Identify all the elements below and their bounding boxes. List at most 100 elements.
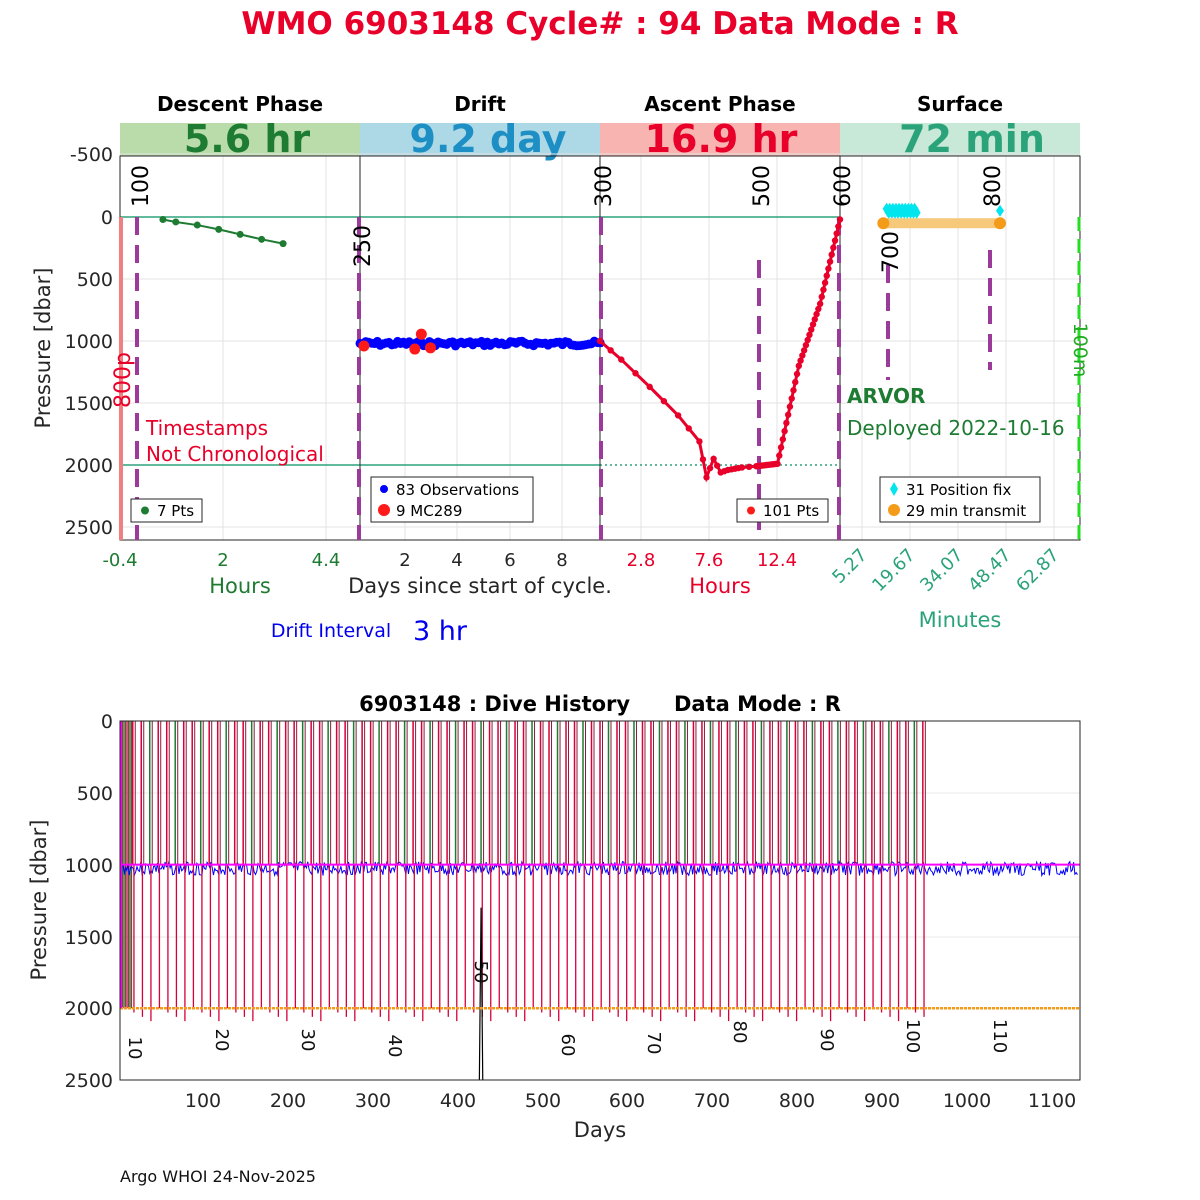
bottom-xtick: 400 xyxy=(440,1090,476,1112)
bottom-ytick: 2500 xyxy=(65,1070,113,1092)
bottom-xtick: 1000 xyxy=(943,1090,991,1112)
drift-interval-label: Drift Interval xyxy=(271,620,391,642)
marker-label-100: 100 xyxy=(129,165,154,207)
marker-label-600: 600 xyxy=(831,165,856,207)
bottom-panel: 6903148 : Dive History Data Mode : R 0 5… xyxy=(27,692,1081,1142)
descent-xtick: 4.4 xyxy=(312,550,341,571)
ascent-legend-marker xyxy=(747,506,755,515)
history-data-series xyxy=(120,721,1080,1081)
bottom-axes-frame xyxy=(119,720,1081,1081)
ascent-point xyxy=(699,456,707,463)
ascent-point xyxy=(792,378,799,386)
surface-legend-tx-text: 29 min transmit xyxy=(906,502,1026,520)
surface-fix-marker xyxy=(912,206,921,219)
ascent-xtick: 2.8 xyxy=(627,550,656,571)
ascent-point xyxy=(706,464,714,472)
top-panel: Descent Phase Drift Ascent Phase Surface… xyxy=(31,92,1091,647)
descent-point xyxy=(215,225,223,233)
surface-x-ticks: 5.27 19.67 34.07 48.47 62.87 xyxy=(828,545,1063,596)
top-ytick: 1500 xyxy=(65,393,113,415)
ascent-point xyxy=(793,370,801,378)
history-title: 6903148 : Dive History Data Mode : R xyxy=(359,692,841,716)
descent-point xyxy=(258,235,266,243)
cycle-label: 60 xyxy=(557,1034,578,1057)
bottom-xtick: 300 xyxy=(355,1090,391,1112)
warning-line-2: Not Chronological xyxy=(146,442,324,466)
cycle-label: 80 xyxy=(729,1021,750,1044)
ascent-point xyxy=(784,411,792,418)
descent-x-ticks: -0.4 2 4.4 xyxy=(102,550,340,571)
descent-point xyxy=(172,218,180,226)
bottom-xtick: 800 xyxy=(779,1090,815,1112)
top-y-label: Pressure [dbar] xyxy=(31,268,55,429)
surface-fix-marker xyxy=(996,204,1004,217)
drift-xtick: 2 xyxy=(399,550,410,571)
surface-duration-band xyxy=(840,123,1080,156)
ascent-point xyxy=(825,265,832,272)
ascent-point xyxy=(835,223,842,230)
phase-name-descent: Descent Phase xyxy=(157,92,323,116)
footer-credit: Argo WHOI 24-Nov-2025 xyxy=(120,1167,316,1186)
ascent-point xyxy=(790,387,797,394)
ascent-point xyxy=(685,425,692,432)
ascent-point xyxy=(674,412,682,419)
ascent-point xyxy=(797,357,804,364)
descent-xtick: -0.4 xyxy=(102,550,137,571)
ascent-point xyxy=(713,462,721,469)
ascent-point xyxy=(809,321,817,328)
ascent-point xyxy=(808,326,815,333)
cycle-label: 10 xyxy=(124,1037,145,1060)
cycle-label: 70 xyxy=(643,1032,664,1055)
phase-name-drift: Drift xyxy=(454,92,506,116)
warning-line-1: Timestamps xyxy=(145,416,268,440)
ascent-point xyxy=(777,444,785,451)
bottom-x-ticks: 100 200 300 400 500 600 700 800 900 1000… xyxy=(185,1090,1076,1112)
descent-point xyxy=(193,221,201,229)
bottom-ytick: 1000 xyxy=(65,855,113,877)
ascent-point xyxy=(786,403,794,410)
ascent-xtick: 12.4 xyxy=(757,550,797,571)
ascent-point xyxy=(788,395,795,402)
bottom-xtick: 200 xyxy=(270,1090,306,1112)
cycle-labels: 10 20 30 40 50 60 70 80 90 100 110 xyxy=(124,961,1010,1060)
ascent-point xyxy=(607,347,614,354)
ascent-point xyxy=(783,419,790,427)
bottom-x-label: Days xyxy=(574,1118,626,1142)
ascent-x-label: Hours xyxy=(689,574,751,598)
ascent-x-ticks: 2.8 7.6 12.4 xyxy=(627,550,797,571)
marker-label-800: 800 xyxy=(981,165,1006,207)
surface-legend-fix-marker xyxy=(890,482,898,496)
ascent-point xyxy=(813,310,820,318)
descent-point xyxy=(279,240,287,248)
cycle-label: 50 xyxy=(470,961,491,984)
surface-xtick: 62.87 xyxy=(1012,545,1063,596)
ascent-point xyxy=(806,331,813,338)
float-type: ARVOR xyxy=(847,384,925,408)
bottom-xtick: 1100 xyxy=(1028,1090,1076,1112)
phase-markers xyxy=(135,217,992,540)
ascent-point xyxy=(710,455,717,462)
marker-label-500: 500 xyxy=(750,165,775,207)
surface-xtick: 34.07 xyxy=(916,545,967,596)
drift-legend-obs-text: 83 Observations xyxy=(396,481,519,499)
ascent-point xyxy=(804,336,811,344)
surface-transmit-end xyxy=(994,217,1006,230)
ascent-point xyxy=(816,300,824,307)
ascent-point xyxy=(703,474,710,481)
ascent-point xyxy=(696,438,703,445)
bottom-y-label: Pressure [dbar] xyxy=(27,820,51,981)
ascent-point xyxy=(836,216,844,223)
surface-xtick: 5.27 xyxy=(828,545,871,588)
ascent-point xyxy=(781,427,788,435)
ascent-point xyxy=(823,272,830,279)
cycle-label: 20 xyxy=(211,1029,232,1052)
ascent-point xyxy=(774,460,781,467)
top-ytick: 500 xyxy=(77,269,113,291)
descent-legend-marker xyxy=(141,506,149,515)
drift-xtick: 6 xyxy=(504,550,515,571)
ascent-point xyxy=(799,352,806,359)
surface-xtick: 19.67 xyxy=(868,545,919,596)
descent-point xyxy=(236,230,244,238)
ascent-point xyxy=(815,305,822,313)
ascent-point xyxy=(811,316,818,323)
